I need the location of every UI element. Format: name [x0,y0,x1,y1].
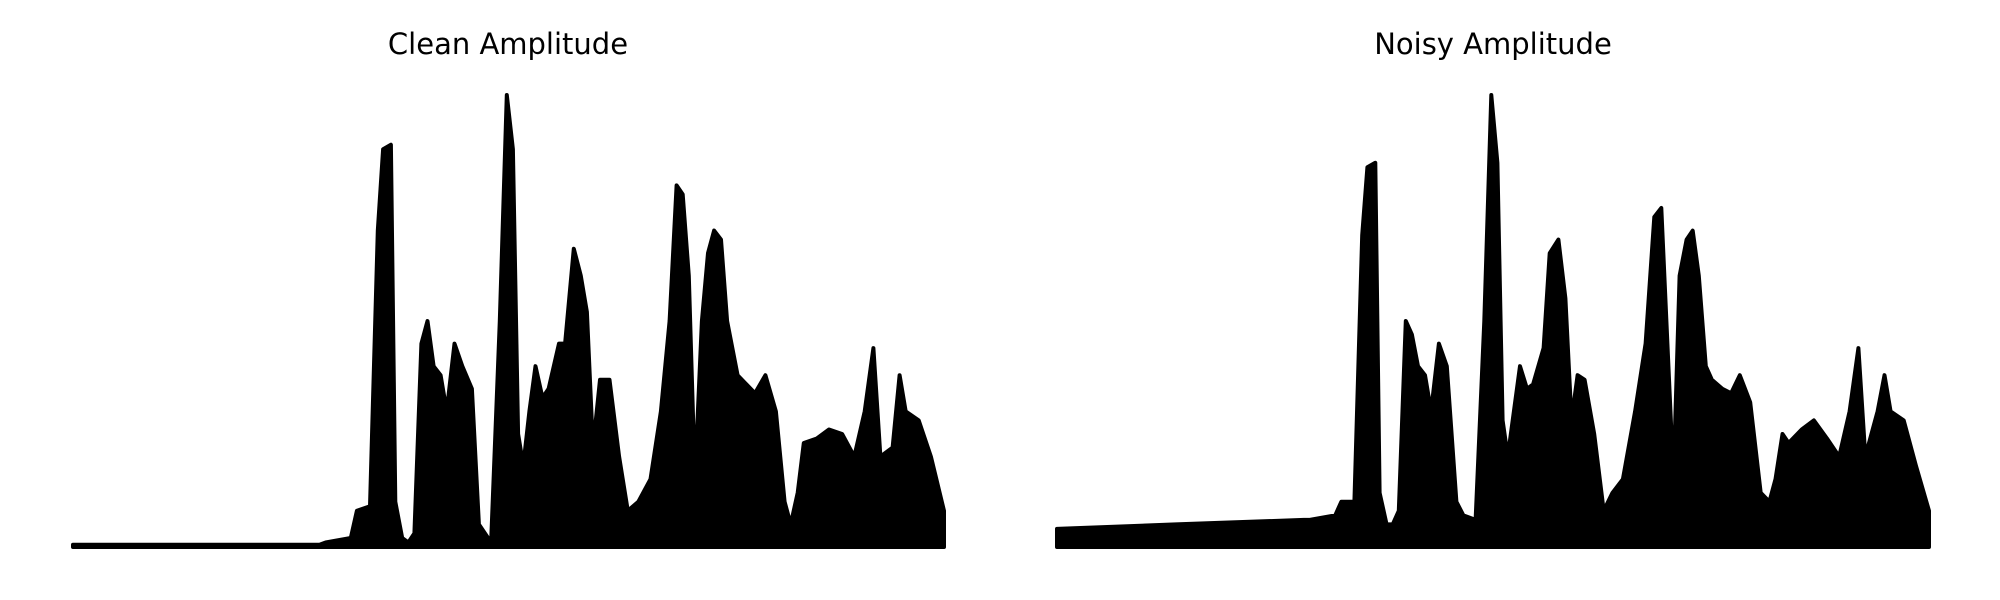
chart-title: Clean Amplitude [388,27,628,61]
amplitude-area [71,93,946,549]
chart-title: Noisy Amplitude [1374,27,1612,61]
amplitude-area [1055,93,1931,549]
